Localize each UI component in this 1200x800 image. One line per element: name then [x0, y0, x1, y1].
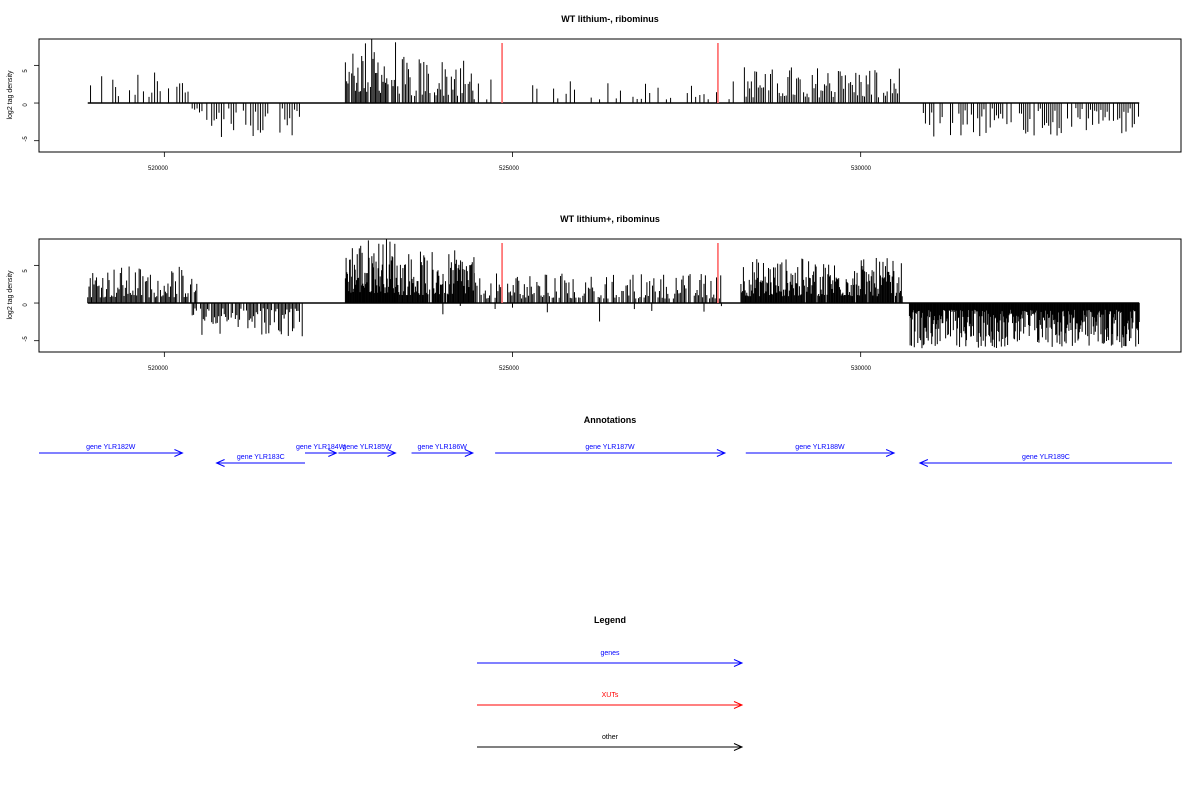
legend-label: other	[602, 734, 619, 741]
gene-arrow	[745, 449, 896, 457]
track-panel-lithium-plus: WT lithium+, ribominus log2 tag density …	[7, 214, 1182, 372]
y-axis-label: log2 tag density	[7, 70, 14, 120]
legend-label: genes	[600, 650, 620, 657]
y-tick-label-5: 5	[23, 69, 29, 73]
gene-arrow	[39, 449, 184, 457]
annotations-title: Annotations	[584, 415, 637, 425]
gene-arrow	[495, 449, 727, 457]
panel-title: WT lithium-, ribominus	[561, 14, 659, 24]
gene-arrow	[411, 449, 475, 457]
plot-frame	[38, 238, 1182, 353]
gene-arrow	[918, 459, 1172, 467]
legend-arrow	[477, 659, 744, 667]
x-tick-label-520000: 520000	[148, 166, 169, 172]
x-tick-label-530000: 530000	[851, 366, 872, 372]
x-tick-label-525000: 525000	[499, 166, 520, 172]
y-tick-label-5: 5	[23, 269, 29, 273]
legend-arrow	[477, 743, 744, 751]
annotations-panel: Annotations gene YLR182W gene YLR183C gene…	[39, 415, 1172, 467]
plot-frame	[38, 38, 1182, 153]
gene-label: gene YLR187W	[585, 444, 635, 451]
signal-bars	[90, 39, 1140, 137]
gene-label: gene YLR188W	[795, 444, 845, 451]
gene-arrow	[305, 449, 338, 457]
legend-arrow	[477, 701, 744, 709]
y-axis-label: log2 tag density	[7, 270, 14, 320]
legend-panel: Legend genes XUTs other	[477, 615, 744, 751]
legend-title: Legend	[594, 615, 626, 625]
y-tick-label-0: 0	[23, 103, 29, 107]
gene-label: gene YLR189C	[1022, 454, 1070, 461]
gene-label: gene YLR184W	[296, 444, 346, 451]
x-tick-label-530000: 530000	[851, 166, 872, 172]
gene-label: gene YLR182W	[86, 444, 136, 451]
y-tick-label-minus5: -5	[23, 336, 29, 342]
gene-label: gene YLR183C	[237, 454, 285, 461]
y-tick-label-0: 0	[23, 303, 29, 307]
legend-label: XUTs	[602, 692, 619, 699]
x-tick-label-520000: 520000	[148, 366, 169, 372]
panel-title: WT lithium+, ribominus	[560, 214, 660, 224]
signal-bars	[87, 239, 1140, 349]
gene-arrow	[215, 459, 306, 467]
gene-arrow	[338, 449, 397, 457]
x-tick-label-525000: 525000	[499, 366, 520, 372]
gene-label: gene YLR186W	[418, 444, 468, 451]
gene-label: gene YLR185W	[342, 444, 392, 451]
track-panel-lithium-minus: WT lithium-, ribominus log2 tag density …	[7, 14, 1182, 172]
y-tick-label-minus5: -5	[23, 136, 29, 142]
